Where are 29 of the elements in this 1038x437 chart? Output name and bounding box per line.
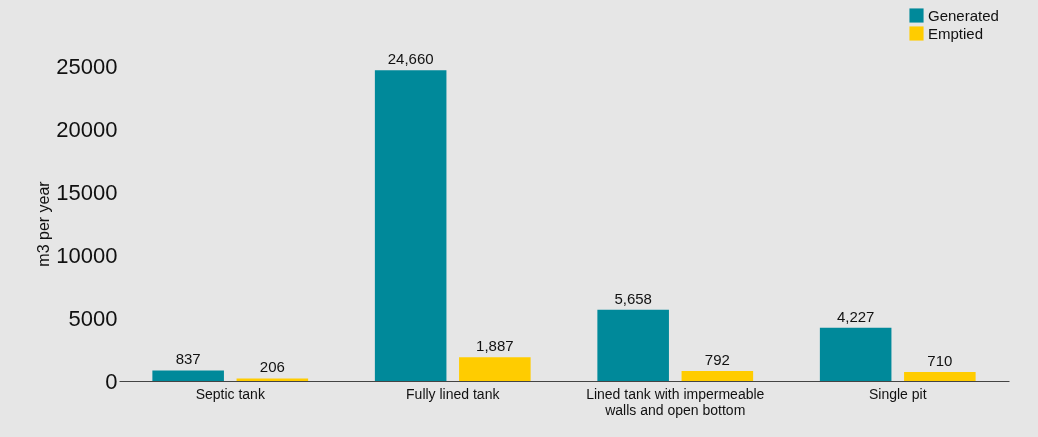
data-label: 5,658 — [614, 289, 652, 307]
data-label: 1,887 — [476, 337, 514, 355]
x-tick-label: Lined tank with impermeable walls and open bottom — [586, 385, 765, 418]
data-label: 24,660 — [387, 50, 434, 68]
data-label: 206 — [259, 358, 285, 376]
legend-label: Emptied — [928, 24, 984, 42]
data-label: 710 — [927, 352, 953, 370]
y-tick-label: 10000 — [56, 242, 118, 268]
y-tick-label: 0 — [105, 368, 118, 394]
x-tick-label: Fully lined tank — [406, 385, 501, 402]
bar — [459, 357, 531, 381]
legend-label: Generated — [928, 6, 999, 24]
data-label: 837 — [175, 350, 201, 368]
x-tick-label: Septic tank — [195, 385, 266, 402]
bar — [597, 309, 669, 381]
bar — [681, 371, 754, 381]
data-label: 4,227 — [836, 307, 875, 325]
y-tick-label: 25000 — [56, 53, 118, 79]
bar — [819, 327, 892, 381]
bar — [236, 378, 309, 381]
bar — [904, 372, 976, 381]
y-tick-label: 20000 — [56, 116, 118, 142]
x-tick-label: Single pit — [868, 385, 927, 402]
y-tick-label: 15000 — [56, 179, 118, 205]
bar — [374, 70, 447, 381]
data-label: 792 — [704, 351, 730, 369]
y-tick-label: 5000 — [68, 305, 118, 331]
y-axis-title: m3 per year — [35, 180, 53, 267]
bar — [152, 370, 224, 381]
